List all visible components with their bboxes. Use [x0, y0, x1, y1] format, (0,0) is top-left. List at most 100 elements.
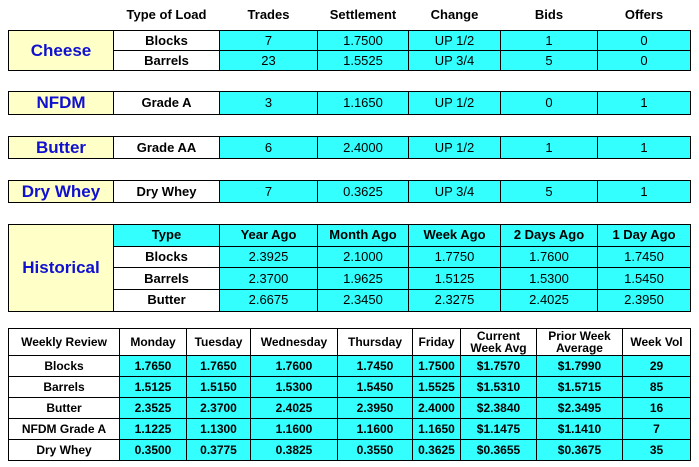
data-cell: 0.3550 — [337, 439, 413, 461]
column-header: Type of Load — [126, 7, 207, 22]
data-cell: 6 — [219, 136, 318, 159]
data-cell: 1.9625 — [317, 267, 409, 291]
column-header: 1 Day Ago — [597, 224, 691, 247]
data-cell: 2.4000 — [412, 397, 461, 419]
column-header: Wednesday — [250, 328, 338, 356]
data-cell: 1.5525 — [317, 50, 409, 71]
data-cell: 1.1225 — [119, 418, 187, 440]
data-cell: 1.5150 — [186, 376, 251, 398]
row-label: Dry Whey — [8, 439, 120, 461]
column-header: Current Week Avg — [460, 328, 537, 356]
data-cell: 1.7450 — [597, 245, 691, 269]
data-cell: 0 — [597, 50, 691, 71]
column-header: 2 Days Ago — [500, 224, 598, 247]
column-header: Bids — [534, 7, 564, 22]
column-header: Year Ago — [219, 224, 318, 247]
product-label: Dry Whey — [8, 180, 114, 203]
data-cell: 7 — [219, 180, 318, 203]
data-cell: $2.3495 — [536, 397, 623, 419]
data-cell: $2.3840 — [460, 397, 537, 419]
data-cell: $0.3655 — [460, 439, 537, 461]
data-cell: 0 — [500, 91, 598, 115]
row-label: NFDM Grade A — [8, 418, 120, 440]
data-cell: 1.5300 — [500, 267, 598, 291]
data-cell: 0.3500 — [119, 439, 187, 461]
row-label: Butter — [8, 397, 120, 419]
data-cell: 1 — [597, 91, 691, 115]
data-cell: 1.1650 — [412, 418, 461, 440]
column-header: Weekly Review — [8, 328, 120, 356]
data-cell: 0.3625 — [412, 439, 461, 461]
data-cell: 7 — [219, 30, 318, 51]
data-cell: $1.5310 — [460, 376, 537, 398]
data-cell: $1.7570 — [460, 355, 537, 377]
data-cell: 0.3775 — [186, 439, 251, 461]
data-cell: 0.3625 — [317, 180, 409, 203]
column-header: Week Vol — [622, 328, 691, 356]
column-header: Monday — [119, 328, 187, 356]
data-cell: 0 — [597, 30, 691, 51]
data-cell: $1.1410 — [536, 418, 623, 440]
data-cell: 1.7500 — [412, 355, 461, 377]
row-label: Grade A — [113, 91, 220, 115]
column-header: Month Ago — [317, 224, 409, 247]
row-label: Butter — [113, 289, 220, 312]
data-cell: 1.5125 — [119, 376, 187, 398]
data-cell: 16 — [622, 397, 691, 419]
row-label: Dry Whey — [113, 180, 220, 203]
row-label: Blocks — [8, 355, 120, 377]
data-cell: 2.3700 — [219, 267, 318, 291]
data-cell: 7 — [622, 418, 691, 440]
data-cell: $1.1475 — [460, 418, 537, 440]
data-cell: 2.1000 — [317, 245, 409, 269]
data-cell: 85 — [622, 376, 691, 398]
column-header: Friday — [412, 328, 461, 356]
row-label: Barrels — [8, 376, 120, 398]
data-cell: 1.5450 — [337, 376, 413, 398]
data-cell: 1.7750 — [408, 245, 501, 269]
data-cell: UP 1/2 — [408, 91, 501, 115]
data-cell: 0.3825 — [250, 439, 338, 461]
product-label: Cheese — [8, 30, 114, 71]
data-cell: 2.4025 — [500, 289, 598, 312]
data-cell: 2.3450 — [317, 289, 409, 312]
data-cell: UP 1/2 — [408, 136, 501, 159]
data-cell: 3 — [219, 91, 318, 115]
data-cell: 1 — [597, 136, 691, 159]
column-header: Settlement — [329, 7, 397, 22]
column-header: Trades — [247, 7, 290, 22]
data-cell: 1.5525 — [412, 376, 461, 398]
data-cell: 1.5450 — [597, 267, 691, 291]
data-cell: 2.3700 — [186, 397, 251, 419]
data-cell: 1.5125 — [408, 267, 501, 291]
column-header: Week Ago — [408, 224, 501, 247]
product-label: NFDM — [8, 91, 114, 115]
data-cell: 35 — [622, 439, 691, 461]
data-cell: UP 3/4 — [408, 50, 501, 71]
column-header: Tuesday — [186, 328, 251, 356]
row-label: Barrels — [113, 50, 220, 71]
column-header: Change — [430, 7, 479, 22]
data-cell: 1.1300 — [186, 418, 251, 440]
data-cell: 1 — [597, 180, 691, 203]
data-cell: 29 — [622, 355, 691, 377]
column-header: Type — [113, 224, 220, 247]
data-cell: 1.1600 — [337, 418, 413, 440]
data-cell: UP 3/4 — [408, 180, 501, 203]
data-cell: 1.7600 — [250, 355, 338, 377]
row-label: Blocks — [113, 245, 220, 269]
data-cell: $1.7990 — [536, 355, 623, 377]
data-cell: 1.1650 — [317, 91, 409, 115]
data-cell: 2.3275 — [408, 289, 501, 312]
data-cell: $1.5715 — [536, 376, 623, 398]
data-cell: 5 — [500, 50, 598, 71]
data-cell: UP 1/2 — [408, 30, 501, 51]
data-cell: 1.7650 — [119, 355, 187, 377]
row-label: Barrels — [113, 267, 220, 291]
data-cell: 1.7450 — [337, 355, 413, 377]
data-cell: 1.5300 — [250, 376, 338, 398]
data-cell: 1 — [500, 136, 598, 159]
data-cell: 2.3950 — [337, 397, 413, 419]
data-cell: 23 — [219, 50, 318, 71]
